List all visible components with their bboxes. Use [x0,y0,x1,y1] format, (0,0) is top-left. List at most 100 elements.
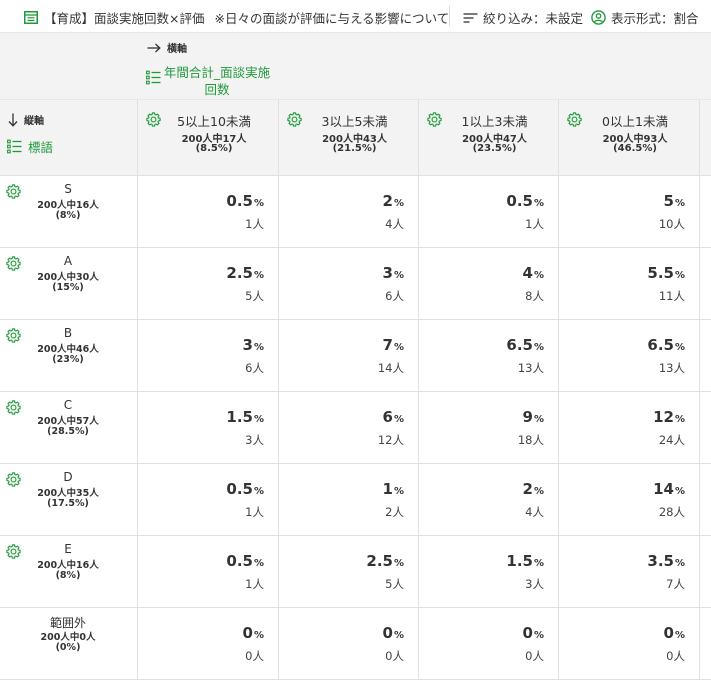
column-header[interactable]: 1以上3未満 200人中47人 (23.5%) [419,100,559,176]
table-cell-overflow [700,176,711,248]
cell-value: 5 [663,192,674,210]
cell-value: 2 [382,192,393,210]
list-icon [146,70,161,85]
cell-count: 0人 [525,649,544,663]
row-header[interactable]: S 200人中16人 (8%) [0,176,138,248]
column-header[interactable]: 0以上1未満 200人中93人 (46.5%) [559,100,700,176]
row-percent: (23%) [52,354,84,365]
table-cell[interactable]: 3% 6人 [138,320,279,392]
gear-icon[interactable] [5,327,22,344]
vertical-axis-header: 縦軸 標語 [0,100,138,176]
cell-value: 3 [242,336,253,354]
column-label: 3以上5未満 [321,114,388,129]
gear-icon[interactable] [5,183,22,200]
cell-count: 6人 [245,361,264,375]
gear-icon[interactable] [426,111,443,128]
table-cell[interactable]: 4% 8人 [419,248,559,320]
filter-button[interactable]: 絞り込み：未設定 [463,8,583,27]
cell-percent: 0.5% [226,480,264,498]
column-header[interactable]: 5以上10未満 200人中17人 (8.5%) [138,100,279,176]
cell-count: 5人 [245,289,264,303]
table-cell[interactable]: 3.5% 7人 [559,536,700,608]
row-header[interactable]: C 200人中57人 (28.5%) [0,392,138,464]
table-cell[interactable]: 7% 14人 [279,320,419,392]
table-cell[interactable]: 14% 28人 [559,464,700,536]
column-percent: (21.5%) [332,143,377,154]
table-cell[interactable]: 2% 4人 [419,464,559,536]
cell-unit: % [533,414,544,425]
row-count: 200人中0人 [40,632,96,643]
cell-count: 12人 [377,433,404,447]
table-cell[interactable]: 2% 4人 [279,176,419,248]
row-header[interactable]: D 200人中35人 (17.5%) [0,464,138,536]
cell-percent: 3% [243,336,264,354]
table-cell[interactable]: 1% 2人 [279,464,419,536]
table-cell[interactable]: 6% 12人 [279,392,419,464]
horizontal-axis-field[interactable]: 年間合計_面談実施 回数 [146,64,273,98]
cell-unit: % [393,486,404,497]
vertical-axis-field[interactable]: 標語 [7,137,53,156]
gear-icon[interactable] [5,399,22,416]
table-cell[interactable]: 0% 0人 [279,608,419,680]
table-cell[interactable]: 2.5% 5人 [138,248,279,320]
horizontal-axis-label: 横軸 [147,40,187,55]
cell-value: 2.5 [226,264,253,282]
gear-icon[interactable] [5,543,22,560]
row-label: E [64,542,72,556]
row-header[interactable]: A 200人中30人 (15%) [0,248,138,320]
cell-value: 1 [382,480,393,498]
cell-unit: % [674,342,685,353]
cell-value: 3.5 [647,552,674,570]
table-cell[interactable]: 6.5% 13人 [559,320,700,392]
cell-unit: % [393,630,404,641]
cell-value: 0 [522,624,533,642]
gear-icon[interactable] [286,111,303,128]
row-label: S [64,182,72,196]
table-cell[interactable]: 6.5% 13人 [419,320,559,392]
arrow-right-icon [147,43,161,52]
table-cell[interactable]: 2.5% 5人 [279,536,419,608]
table-cell[interactable]: 0.5% 1人 [138,176,279,248]
table-cell[interactable]: 9% 18人 [419,392,559,464]
table-cell[interactable]: 12% 24人 [559,392,700,464]
cell-value: 3 [382,264,393,282]
cell-percent: 0% [523,624,544,642]
column-label: 0以上1未満 [602,114,668,129]
table-cell[interactable]: 1.5% 3人 [138,392,279,464]
table-cell[interactable]: 0.5% 1人 [138,536,279,608]
table-cell[interactable]: 0.5% 1人 [419,176,559,248]
gear-icon[interactable] [5,255,22,272]
gear-icon[interactable] [5,471,22,488]
table-cell[interactable]: 3% 6人 [279,248,419,320]
row-count: 200人中16人 [37,200,99,211]
column-percent: (46.5%) [613,143,657,154]
cell-value: 2 [522,480,533,498]
cell-unit: % [253,198,264,209]
row-header[interactable]: B 200人中46人 (23%) [0,320,138,392]
column-percent: (23.5%) [472,143,517,154]
cell-value: 12 [653,408,674,426]
table-cell[interactable]: 5% 10人 [559,176,700,248]
table-cell[interactable]: 0% 0人 [419,608,559,680]
cell-value: 1.5 [506,552,533,570]
gear-icon[interactable] [566,111,583,128]
cell-unit: % [393,558,404,569]
row-header[interactable]: E 200人中16人 (8%) [0,536,138,608]
cell-unit: % [674,630,685,641]
cell-unit: % [253,342,264,353]
display-format-button[interactable]: 表示形式：割合 [591,8,699,27]
column-header[interactable]: 3以上5未満 200人中43人 (21.5%) [279,100,419,176]
table-cell[interactable]: 1.5% 3人 [419,536,559,608]
table-cell[interactable]: 5.5% 11人 [559,248,700,320]
cell-value: 0 [242,624,253,642]
cell-unit: % [674,198,685,209]
row-count: 200人中16人 [37,560,99,571]
table-cell[interactable]: 0% 0人 [559,608,700,680]
list-icon [7,139,22,154]
table-cell[interactable]: 0% 0人 [138,608,279,680]
cell-unit: % [533,342,544,353]
gear-icon[interactable] [145,111,162,128]
vertical-axis-label-text: 縦軸 [24,116,44,127]
table-cell[interactable]: 0.5% 1人 [138,464,279,536]
cell-count: 5人 [385,577,404,591]
